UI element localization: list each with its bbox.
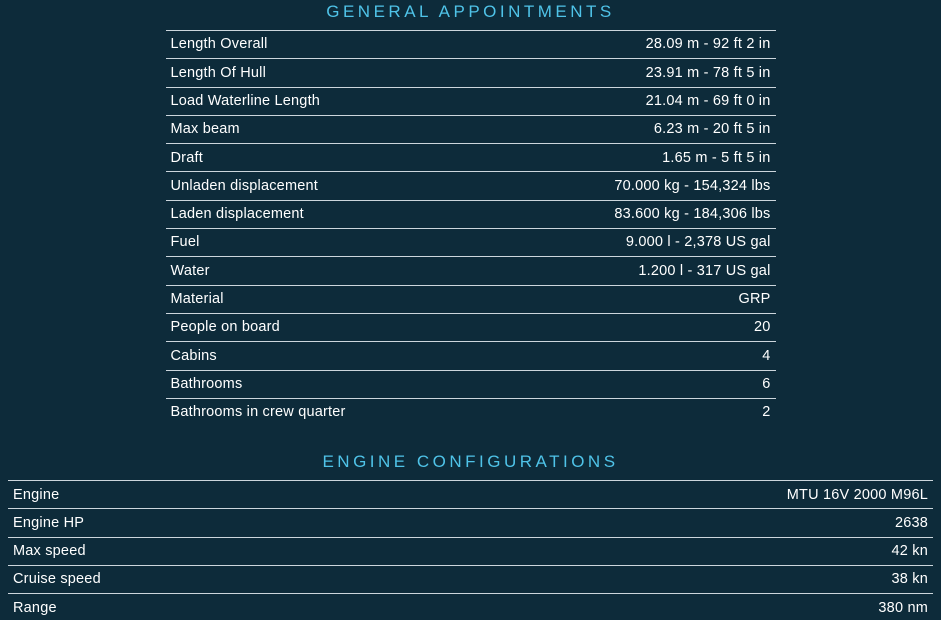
table-row: Length Overall 28.09 m - 92 ft 2 in [165, 30, 776, 58]
table-row: Range 380 nm [8, 593, 933, 620]
section-title-general-appointments: GENERAL APPOINTMENTS [326, 2, 615, 21]
table-row: Max speed 42 kn [8, 536, 933, 565]
row-label: Bathrooms in crew quarter [170, 404, 346, 421]
section-title-engine-configurations: ENGINE CONFIGURATIONS [322, 452, 619, 472]
table-row: Max beam 6.23 m - 20 ft 5 in [165, 114, 776, 143]
row-value: 380 nm [878, 599, 928, 616]
row-label: Bathrooms [170, 375, 243, 392]
table-row: People on board 20 [165, 312, 776, 341]
row-value: 20 [753, 319, 771, 336]
general-appointments-table: Length Overall 28.09 m - 92 ft 2 in Length… [165, 30, 776, 426]
row-value: 70.000 kg - 154,324 lbs [614, 177, 771, 194]
row-label: Material [170, 291, 224, 308]
table-row: Load Waterline Length 21.04 m - 69 ft 0 i… [165, 86, 776, 115]
row-value: 6.23 m - 20 ft 5 in [653, 121, 771, 138]
section-general-appointments: GENERAL APPOINTMENTS Length Overall 28.09… [165, 2, 776, 426]
row-value: GRP [738, 291, 771, 308]
row-label: Laden displacement [170, 206, 304, 223]
table-row: Laden displacement 83.600 kg - 184,306 lb… [165, 199, 776, 228]
row-label: Length Overall [170, 36, 268, 53]
row-value: 9.000 l - 2,378 US gal [625, 234, 771, 251]
row-value: MTU 16V 2000 M96L [786, 486, 928, 503]
row-label: Water [170, 262, 210, 279]
row-value: 83.600 kg - 184,306 lbs [614, 206, 771, 223]
row-value: 6 [762, 375, 771, 392]
row-label: Length Of Hull [170, 64, 266, 81]
row-value: 4 [762, 347, 771, 364]
table-row: Cabins 4 [165, 341, 776, 369]
table-row: Fuel 9.000 l - 2,378 US gal [165, 228, 776, 256]
row-label: Fuel [170, 234, 200, 251]
table-row: Bathrooms in crew quarter 2 [165, 397, 776, 426]
table-row: Length Of Hull 23.91 m - 78 ft 5 in [165, 58, 776, 86]
row-label: Engine [13, 486, 60, 503]
row-label: Max beam [170, 121, 240, 138]
table-row: Engine HP 2638 [8, 508, 933, 536]
row-value: 2 [762, 404, 771, 421]
row-label: Unladen displacement [170, 177, 318, 194]
table-row: Unladen displacement 70.000 kg - 154,324 … [165, 171, 776, 199]
row-value: 42 kn [891, 543, 928, 560]
row-label: Cruise speed [13, 571, 101, 588]
row-value: 1.65 m - 5 ft 5 in [662, 149, 771, 166]
row-value: 2638 [894, 514, 928, 531]
table-row: Draft 1.65 m - 5 ft 5 in [165, 143, 776, 171]
row-value: 23.91 m - 78 ft 5 in [645, 64, 771, 81]
row-label: Load Waterline Length [170, 92, 321, 109]
table-row: Material GRP [165, 284, 776, 313]
engine-configurations-table: Engine MTU 16V 2000 M96L Engine HP 2638 Max … [8, 480, 933, 620]
row-value: 21.04 m - 69 ft 0 in [645, 92, 771, 109]
row-label: Range [13, 599, 57, 616]
row-label: People on board [170, 319, 280, 336]
row-label: Max speed [13, 543, 86, 560]
row-label: Engine HP [13, 514, 85, 531]
table-row: Cruise speed 38 kn [8, 565, 933, 593]
table-row: Bathrooms 6 [165, 369, 776, 398]
row-value: 1.200 l - 317 US gal [638, 262, 771, 279]
section-engine-configurations: ENGINE CONFIGURATIONS Engine MTU 16V 2000… [8, 452, 933, 620]
row-label: Cabins [170, 347, 217, 364]
table-row: Engine MTU 16V 2000 M96L [8, 480, 933, 508]
row-label: Draft [170, 149, 203, 166]
row-value: 38 kn [891, 571, 928, 588]
row-value: 28.09 m - 92 ft 2 in [645, 36, 771, 53]
table-row: Water 1.200 l - 317 US gal [165, 256, 776, 284]
